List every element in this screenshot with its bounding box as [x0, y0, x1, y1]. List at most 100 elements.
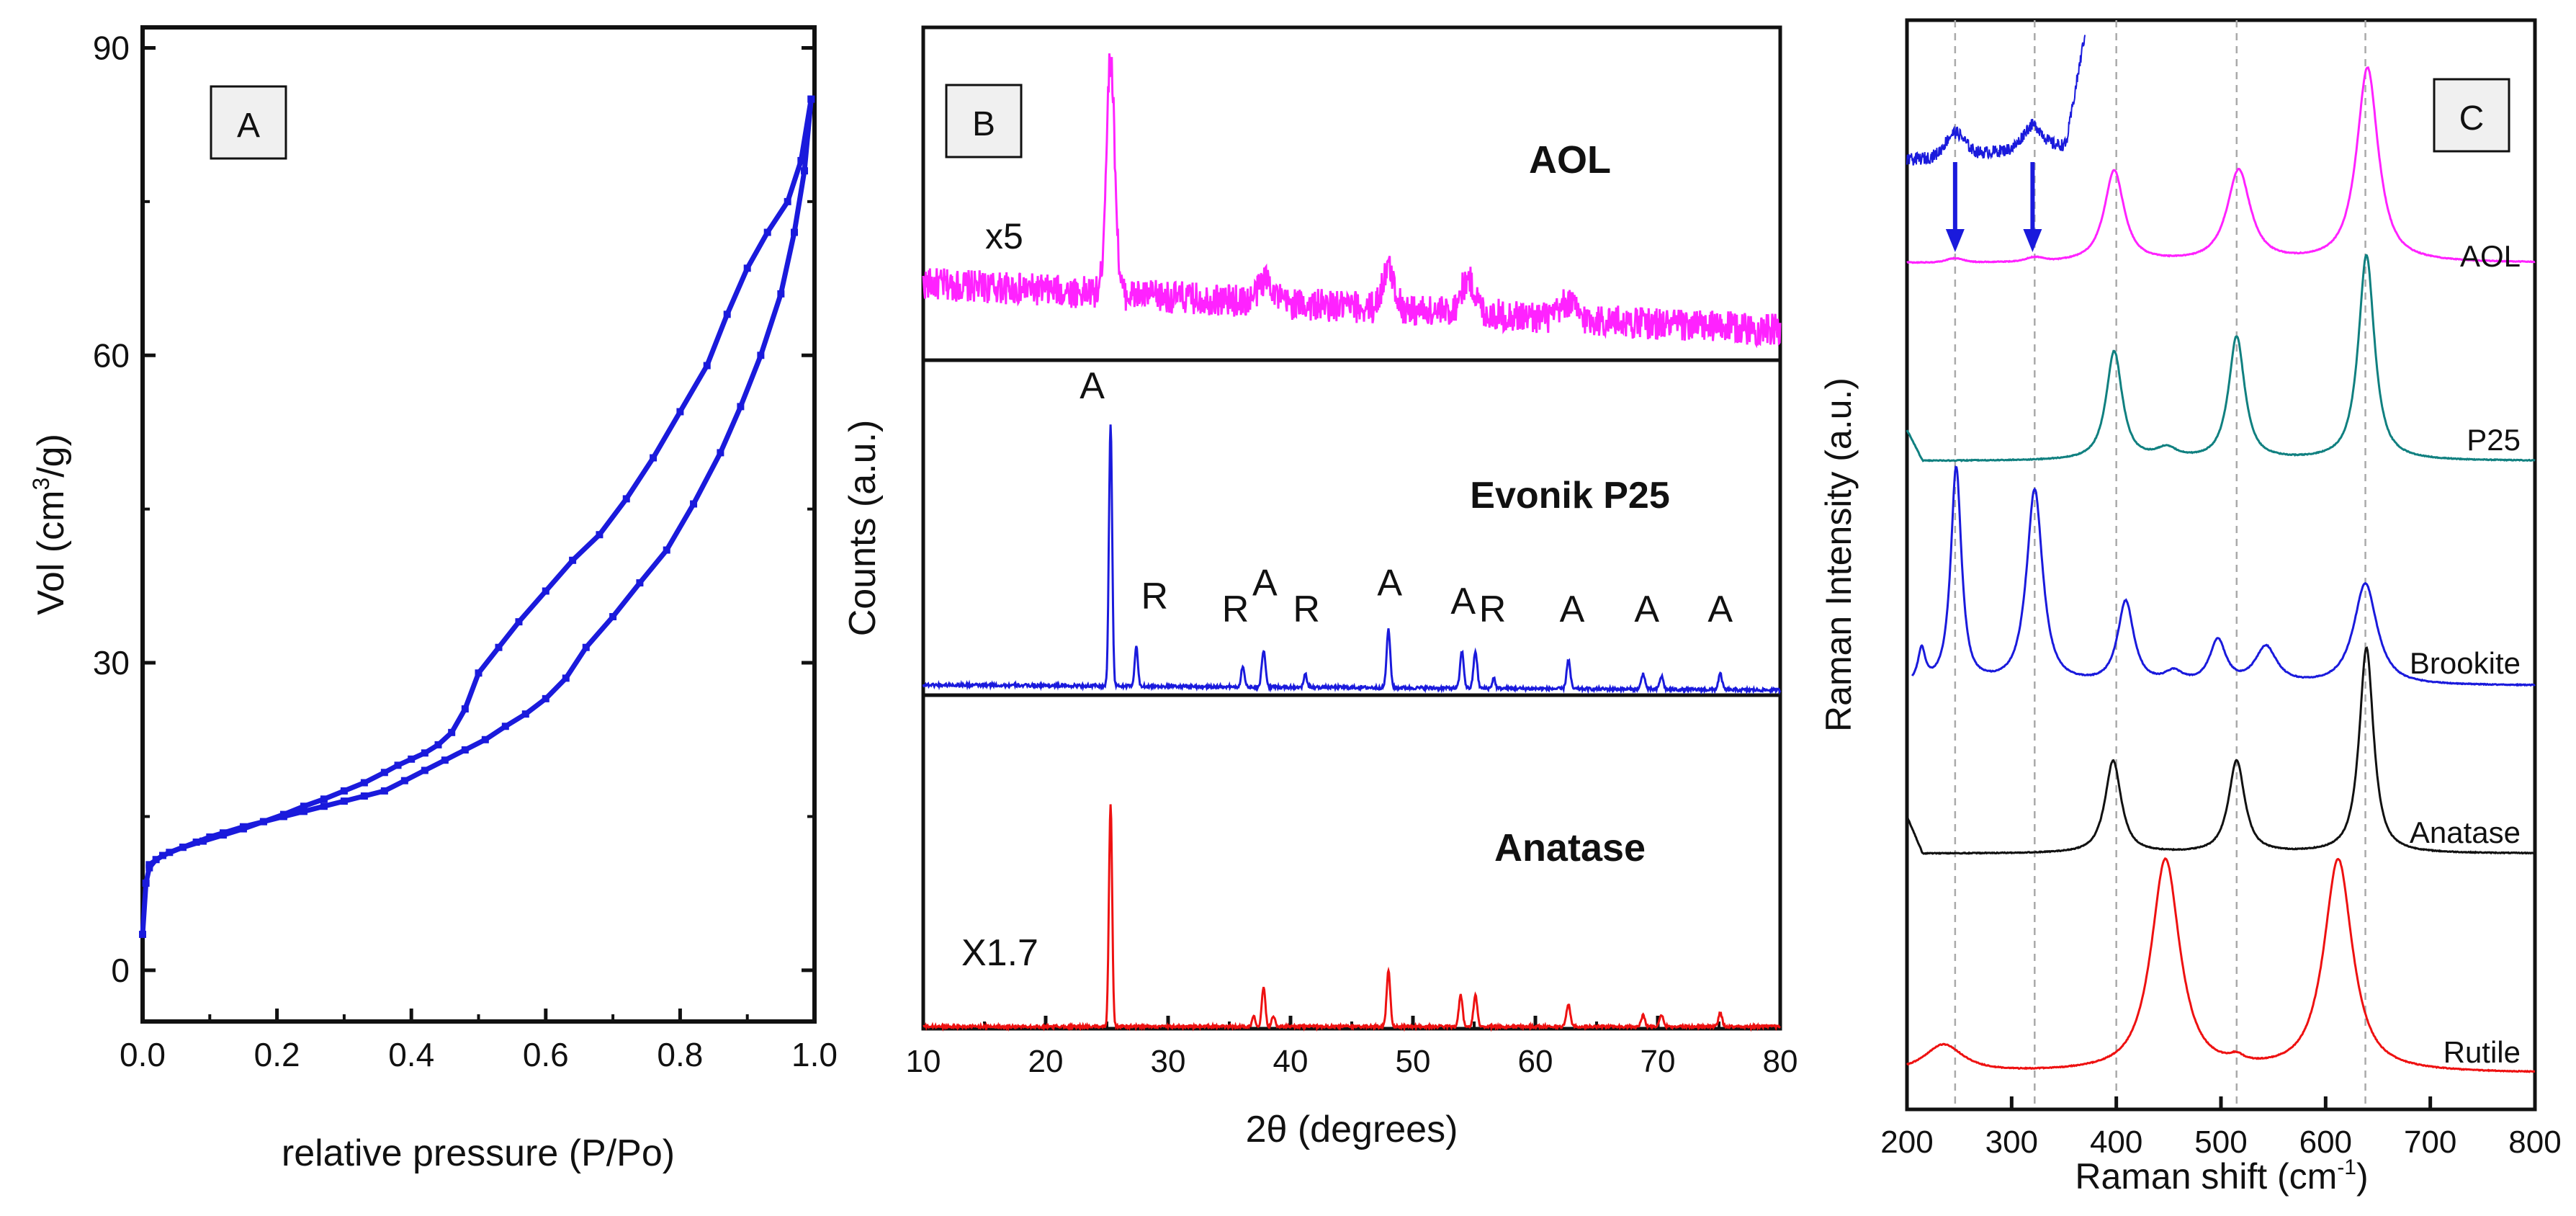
data-point — [622, 495, 630, 503]
panel-b-frame — [921, 25, 1782, 1031]
data-point — [239, 825, 247, 833]
data-point — [179, 844, 187, 851]
data-point — [650, 454, 658, 462]
x-tick-label: 400 — [2090, 1125, 2142, 1160]
data-point — [300, 808, 308, 815]
data-point — [360, 792, 368, 800]
data-point — [158, 851, 166, 859]
panel-a: 0.0 0.2 0.4 0.6 0.8 1.0 0 30 60 90 A relative pre… — [28, 25, 838, 1174]
series-label-aol: AOL — [1529, 138, 1611, 182]
data-point — [481, 736, 489, 743]
data-point — [421, 749, 428, 757]
series-label-p25: P25 — [2467, 423, 2521, 457]
data-point — [300, 803, 308, 810]
x-tick-label: 80 — [1763, 1044, 1798, 1079]
x-tick-label: 700 — [2404, 1125, 2456, 1160]
peak-annotation: A — [1377, 563, 1402, 604]
panel-c-x-axis-label: Raman shift (cm-1) — [2075, 1155, 2368, 1197]
raman-spectrum-p25 — [1906, 254, 2536, 462]
data-point — [562, 674, 570, 682]
series-label-aol: AOL — [2460, 239, 2521, 273]
data-point — [380, 787, 388, 795]
series-label-anatase: Anatase — [2410, 815, 2521, 849]
x-tick-label: 600 — [2299, 1125, 2352, 1160]
series-label-p25: Evonik P25 — [1470, 475, 1669, 517]
data-point — [380, 769, 388, 777]
x-tick-label: 500 — [2194, 1125, 2247, 1160]
data-point — [515, 618, 523, 626]
data-point — [723, 310, 731, 318]
x-tick-label: 60 — [1518, 1044, 1553, 1079]
y-tick-label: 90 — [93, 29, 130, 66]
data-point — [139, 931, 146, 939]
data-point — [199, 837, 207, 845]
peak-annotation: R — [1222, 589, 1249, 630]
data-point — [320, 803, 328, 810]
data-point — [259, 818, 267, 826]
data-point — [582, 643, 590, 651]
arrow-head — [1945, 229, 1965, 252]
x-tick-label: 0.4 — [388, 1036, 434, 1073]
data-point — [448, 728, 456, 736]
data-point — [763, 228, 771, 236]
peak-annotation: A — [1080, 365, 1105, 407]
series-label-rutile: Rutile — [2443, 1035, 2521, 1069]
data-point — [400, 777, 408, 784]
data-point — [408, 755, 416, 763]
peak-annotation: R — [1479, 589, 1507, 630]
data-point — [743, 264, 751, 272]
data-point — [340, 797, 348, 805]
data-point — [461, 746, 469, 754]
panel-c: 200 300 400 500 600 700 800 AOL P25 Brookite Anat… — [1818, 18, 2562, 1197]
raman-spectrum-aol — [1906, 66, 2536, 264]
xrd-pattern-evonik-p25 — [922, 424, 1782, 695]
data-point — [690, 500, 698, 508]
panel-a-x-axis-label: relative pressure (P/Po) — [282, 1132, 675, 1174]
data-point — [703, 362, 711, 370]
x-tick-label: 300 — [1985, 1125, 2038, 1160]
panel-b-label-box — [945, 84, 1023, 158]
panel-a-y-axis-label: Vol (cm3/g) — [28, 434, 72, 615]
data-point — [360, 779, 368, 787]
data-point — [501, 723, 509, 730]
xrd-pattern-anatase — [923, 804, 1781, 1032]
data-point — [441, 756, 449, 764]
x-tick-label: 0.0 — [120, 1036, 166, 1073]
x-tick-label: 50 — [1396, 1044, 1431, 1079]
y-tick-label: 30 — [93, 644, 130, 681]
panel-c-label: C — [2459, 99, 2485, 138]
data-point — [801, 167, 809, 175]
x-tick-label: 0.8 — [657, 1036, 703, 1073]
isotherm-desorption — [148, 99, 814, 867]
data-point — [521, 710, 529, 718]
x-tick-label: 20 — [1028, 1044, 1064, 1079]
data-point — [340, 787, 348, 795]
data-point — [569, 556, 577, 564]
data-point — [475, 669, 483, 677]
x-tick-label: 0.6 — [523, 1036, 569, 1073]
data-point — [421, 766, 428, 774]
data-point — [320, 795, 328, 803]
data-point — [636, 579, 644, 587]
data-point — [542, 587, 549, 595]
data-point — [394, 761, 402, 769]
peak-annotation: R — [1141, 576, 1169, 617]
x-tick-label: 200 — [1880, 1125, 1933, 1160]
data-point — [609, 613, 617, 621]
data-point — [737, 403, 745, 411]
xrd-pattern-aol — [922, 53, 1782, 349]
raman-spectrum-anatase — [1906, 646, 2536, 855]
data-point — [663, 546, 670, 554]
data-point — [777, 290, 785, 298]
data-point — [807, 95, 815, 103]
data-point — [434, 741, 442, 748]
peak-annotation: A — [1707, 589, 1733, 630]
peak-annotation: A — [1450, 581, 1476, 622]
panel-b-label: B — [972, 105, 995, 143]
inset-spectrum — [1906, 35, 2086, 166]
x-tick-label: 0.2 — [254, 1036, 300, 1073]
data-point — [717, 449, 724, 457]
x-tick-label: 30 — [1151, 1044, 1186, 1079]
panel-c-frame — [1905, 18, 2537, 1112]
